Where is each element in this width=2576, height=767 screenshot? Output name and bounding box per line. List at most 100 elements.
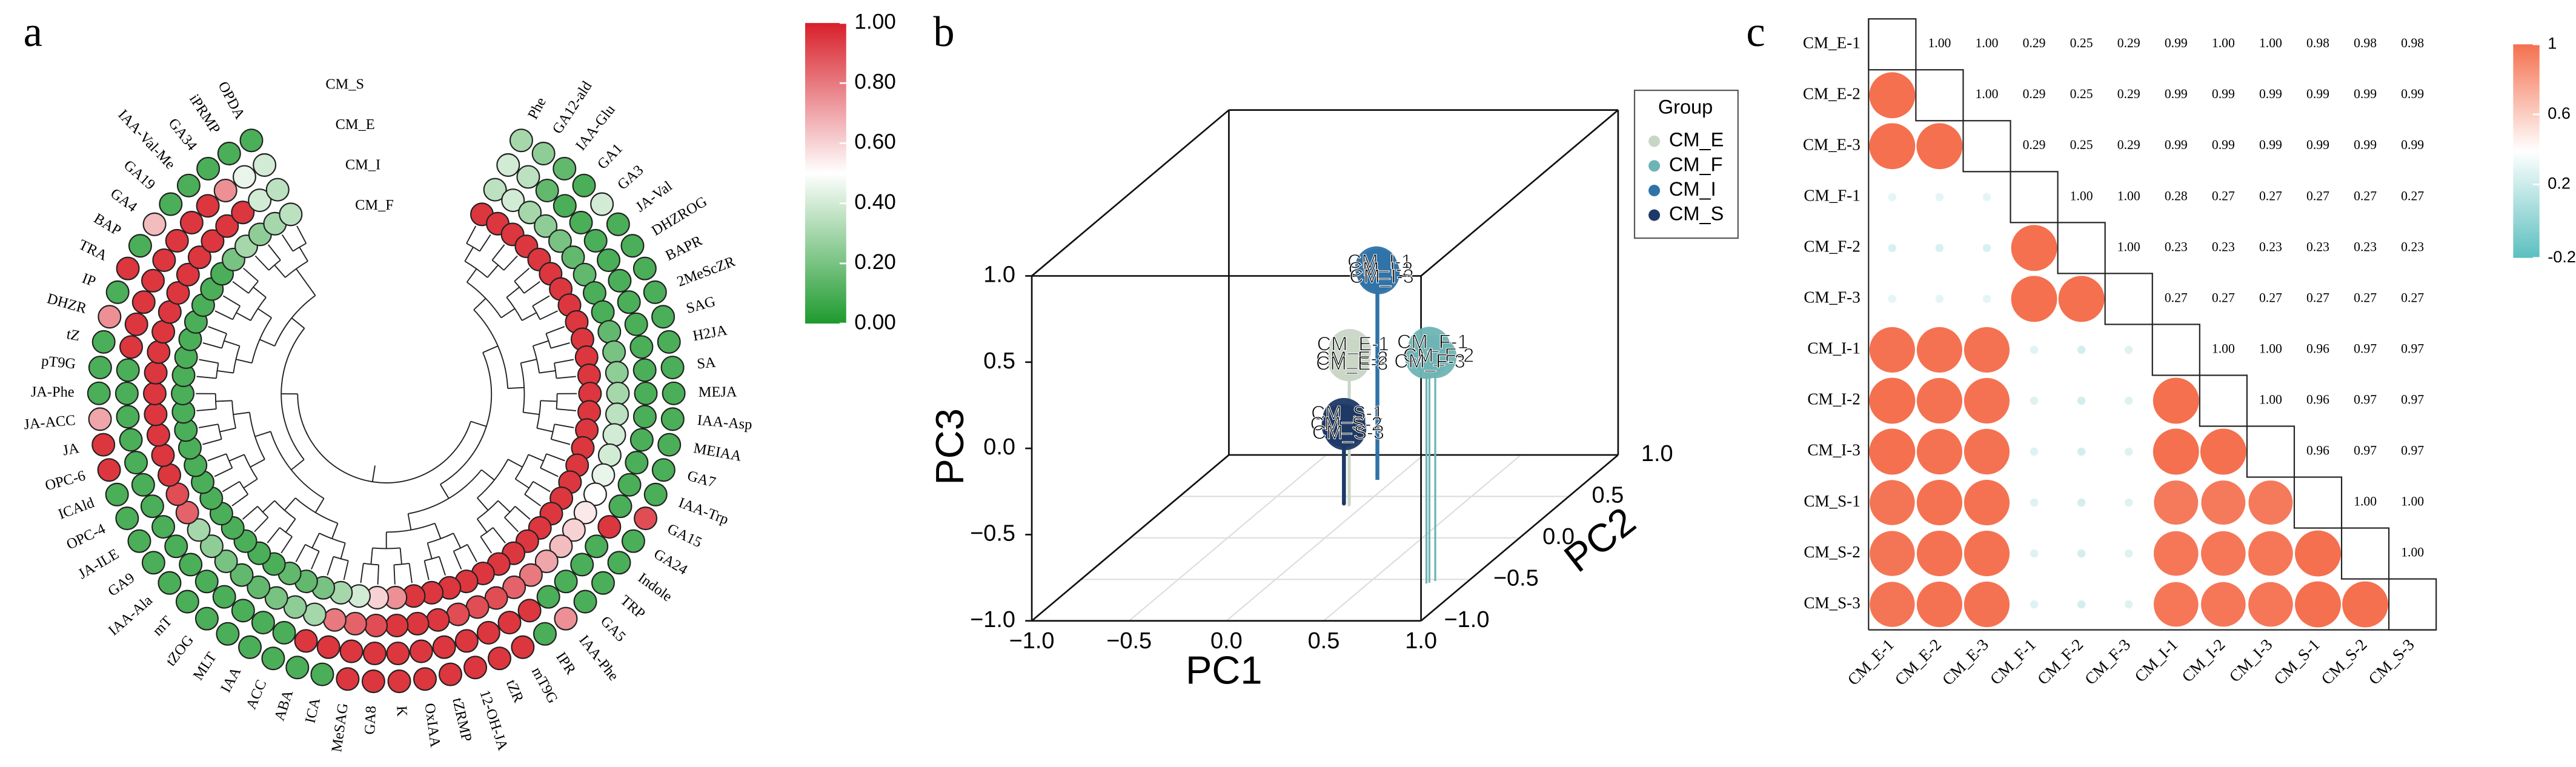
legend-swatch (1648, 184, 1661, 196)
row-label: CM_I-3 (1807, 441, 1860, 459)
category-label: 2MeScZR (675, 253, 738, 290)
heat-cell (285, 656, 310, 680)
category-label: GA3 (614, 162, 646, 193)
dendrogram-branch (424, 556, 440, 562)
value-label: 1.00 (2070, 188, 2093, 203)
dendrogram-branch (466, 544, 477, 562)
dendrogram-branch (202, 342, 222, 349)
diagonal-cell (2340, 527, 2390, 580)
value-label: 0.29 (2117, 36, 2140, 50)
legend-label: CM_E (1669, 129, 1724, 151)
row-label: CM_E-3 (1803, 135, 1861, 153)
value-label: 1.00 (2212, 341, 2235, 356)
dendrogram-branch (297, 394, 471, 483)
heat-cell (124, 312, 148, 336)
value-label: 0.99 (2354, 138, 2377, 152)
row-label: CM_I-1 (1807, 339, 1860, 357)
heat-cell (144, 402, 168, 427)
heat-cell (497, 611, 522, 635)
value-label: 0.27 (2354, 290, 2377, 305)
dendrogram-branch (224, 340, 240, 347)
dendrogram-branch (228, 454, 245, 462)
corr-circle (2077, 396, 2086, 405)
colorbar-tick-label: 0.40 (854, 190, 896, 214)
value-label: 0.99 (2165, 87, 2188, 101)
dendrogram-branch (479, 234, 491, 252)
heat-cell (487, 646, 512, 671)
heat-cell (562, 518, 586, 542)
dendrogram-branch (208, 326, 227, 334)
x-tick-label: −0.5 (1106, 628, 1152, 654)
dendrogram-branch (515, 478, 529, 489)
heat-cell (175, 500, 199, 525)
dendrogram-branch (232, 281, 249, 294)
heat-cell (516, 165, 540, 189)
heat-cell (265, 178, 290, 202)
heat-cell (232, 165, 256, 189)
corr-circle (2011, 276, 2057, 322)
corr-circle (1916, 123, 1963, 170)
heat-cell (385, 613, 409, 637)
heat-cell (179, 553, 203, 577)
category-label: TRA (76, 236, 110, 264)
heat-cell (632, 358, 657, 382)
row-label: CM_S-1 (1804, 492, 1860, 510)
z-tick-label: −1.0 (970, 607, 1015, 633)
value-label: 0.96 (2306, 341, 2329, 356)
category-label: mT (150, 613, 176, 639)
dendrogram-branch (254, 255, 270, 271)
heat-cell (625, 451, 649, 475)
heat-cell (279, 202, 303, 227)
category-label: tZR (503, 677, 527, 705)
heat-cell (212, 585, 236, 609)
corr-circle (1870, 531, 1915, 576)
corr-circle (2030, 447, 2039, 456)
ring-label: CM_E (336, 116, 375, 133)
heat-cell (116, 358, 140, 382)
row-label: CM_S-2 (1804, 543, 1860, 561)
dendrogram-branch (439, 556, 446, 576)
corr-circle (2030, 498, 2039, 507)
heat-cell (602, 340, 626, 364)
corr-circle (2248, 582, 2293, 627)
heat-cell (152, 248, 176, 272)
category-label: BAP (91, 210, 124, 239)
dendrogram-branch (440, 483, 450, 499)
category-label: GA7 (685, 468, 717, 491)
dendrogram-branch (221, 333, 227, 348)
corr-circle (2295, 581, 2341, 628)
heat-cell (597, 515, 622, 539)
value-label: 0.23 (2306, 239, 2329, 254)
dendrogram-branch (259, 339, 275, 347)
value-label: 0.27 (2306, 290, 2329, 305)
corr-circle (1916, 479, 1962, 526)
dendrogram-branch (244, 454, 258, 480)
corr-circle (1916, 327, 1962, 373)
heat-cell (606, 212, 630, 236)
value-label: 0.27 (2306, 188, 2329, 203)
z-tick-label: 0.5 (983, 348, 1015, 374)
row-label: CM_E-2 (1803, 84, 1861, 102)
corr-circle (2124, 447, 2133, 456)
heat-cell (151, 320, 176, 344)
row-label: CM_S-3 (1804, 594, 1860, 612)
heat-cell (231, 599, 255, 623)
dendrogram-branch (281, 234, 294, 252)
y-tick-label: 1.0 (1641, 441, 1673, 467)
corr-circle (2077, 498, 2086, 507)
value-label: 0.99 (2165, 36, 2188, 50)
dendrogram-branch (236, 312, 251, 321)
heat-cell (146, 423, 170, 447)
column-label: CM_F-3 (2081, 636, 2134, 688)
dendrogram-branch (291, 459, 305, 471)
dendrogram-branch (504, 517, 519, 533)
heat-cell (336, 667, 360, 691)
value-label: 0.97 (2354, 341, 2377, 356)
heat-cell (115, 506, 139, 531)
corr-circle (1916, 582, 1962, 628)
x-tick-label: −1.0 (1009, 628, 1055, 654)
point (1327, 338, 1370, 382)
column-label: CM_I-1 (2131, 636, 2181, 686)
category-label: GA15 (665, 520, 704, 551)
corr-circle (2077, 345, 2086, 354)
